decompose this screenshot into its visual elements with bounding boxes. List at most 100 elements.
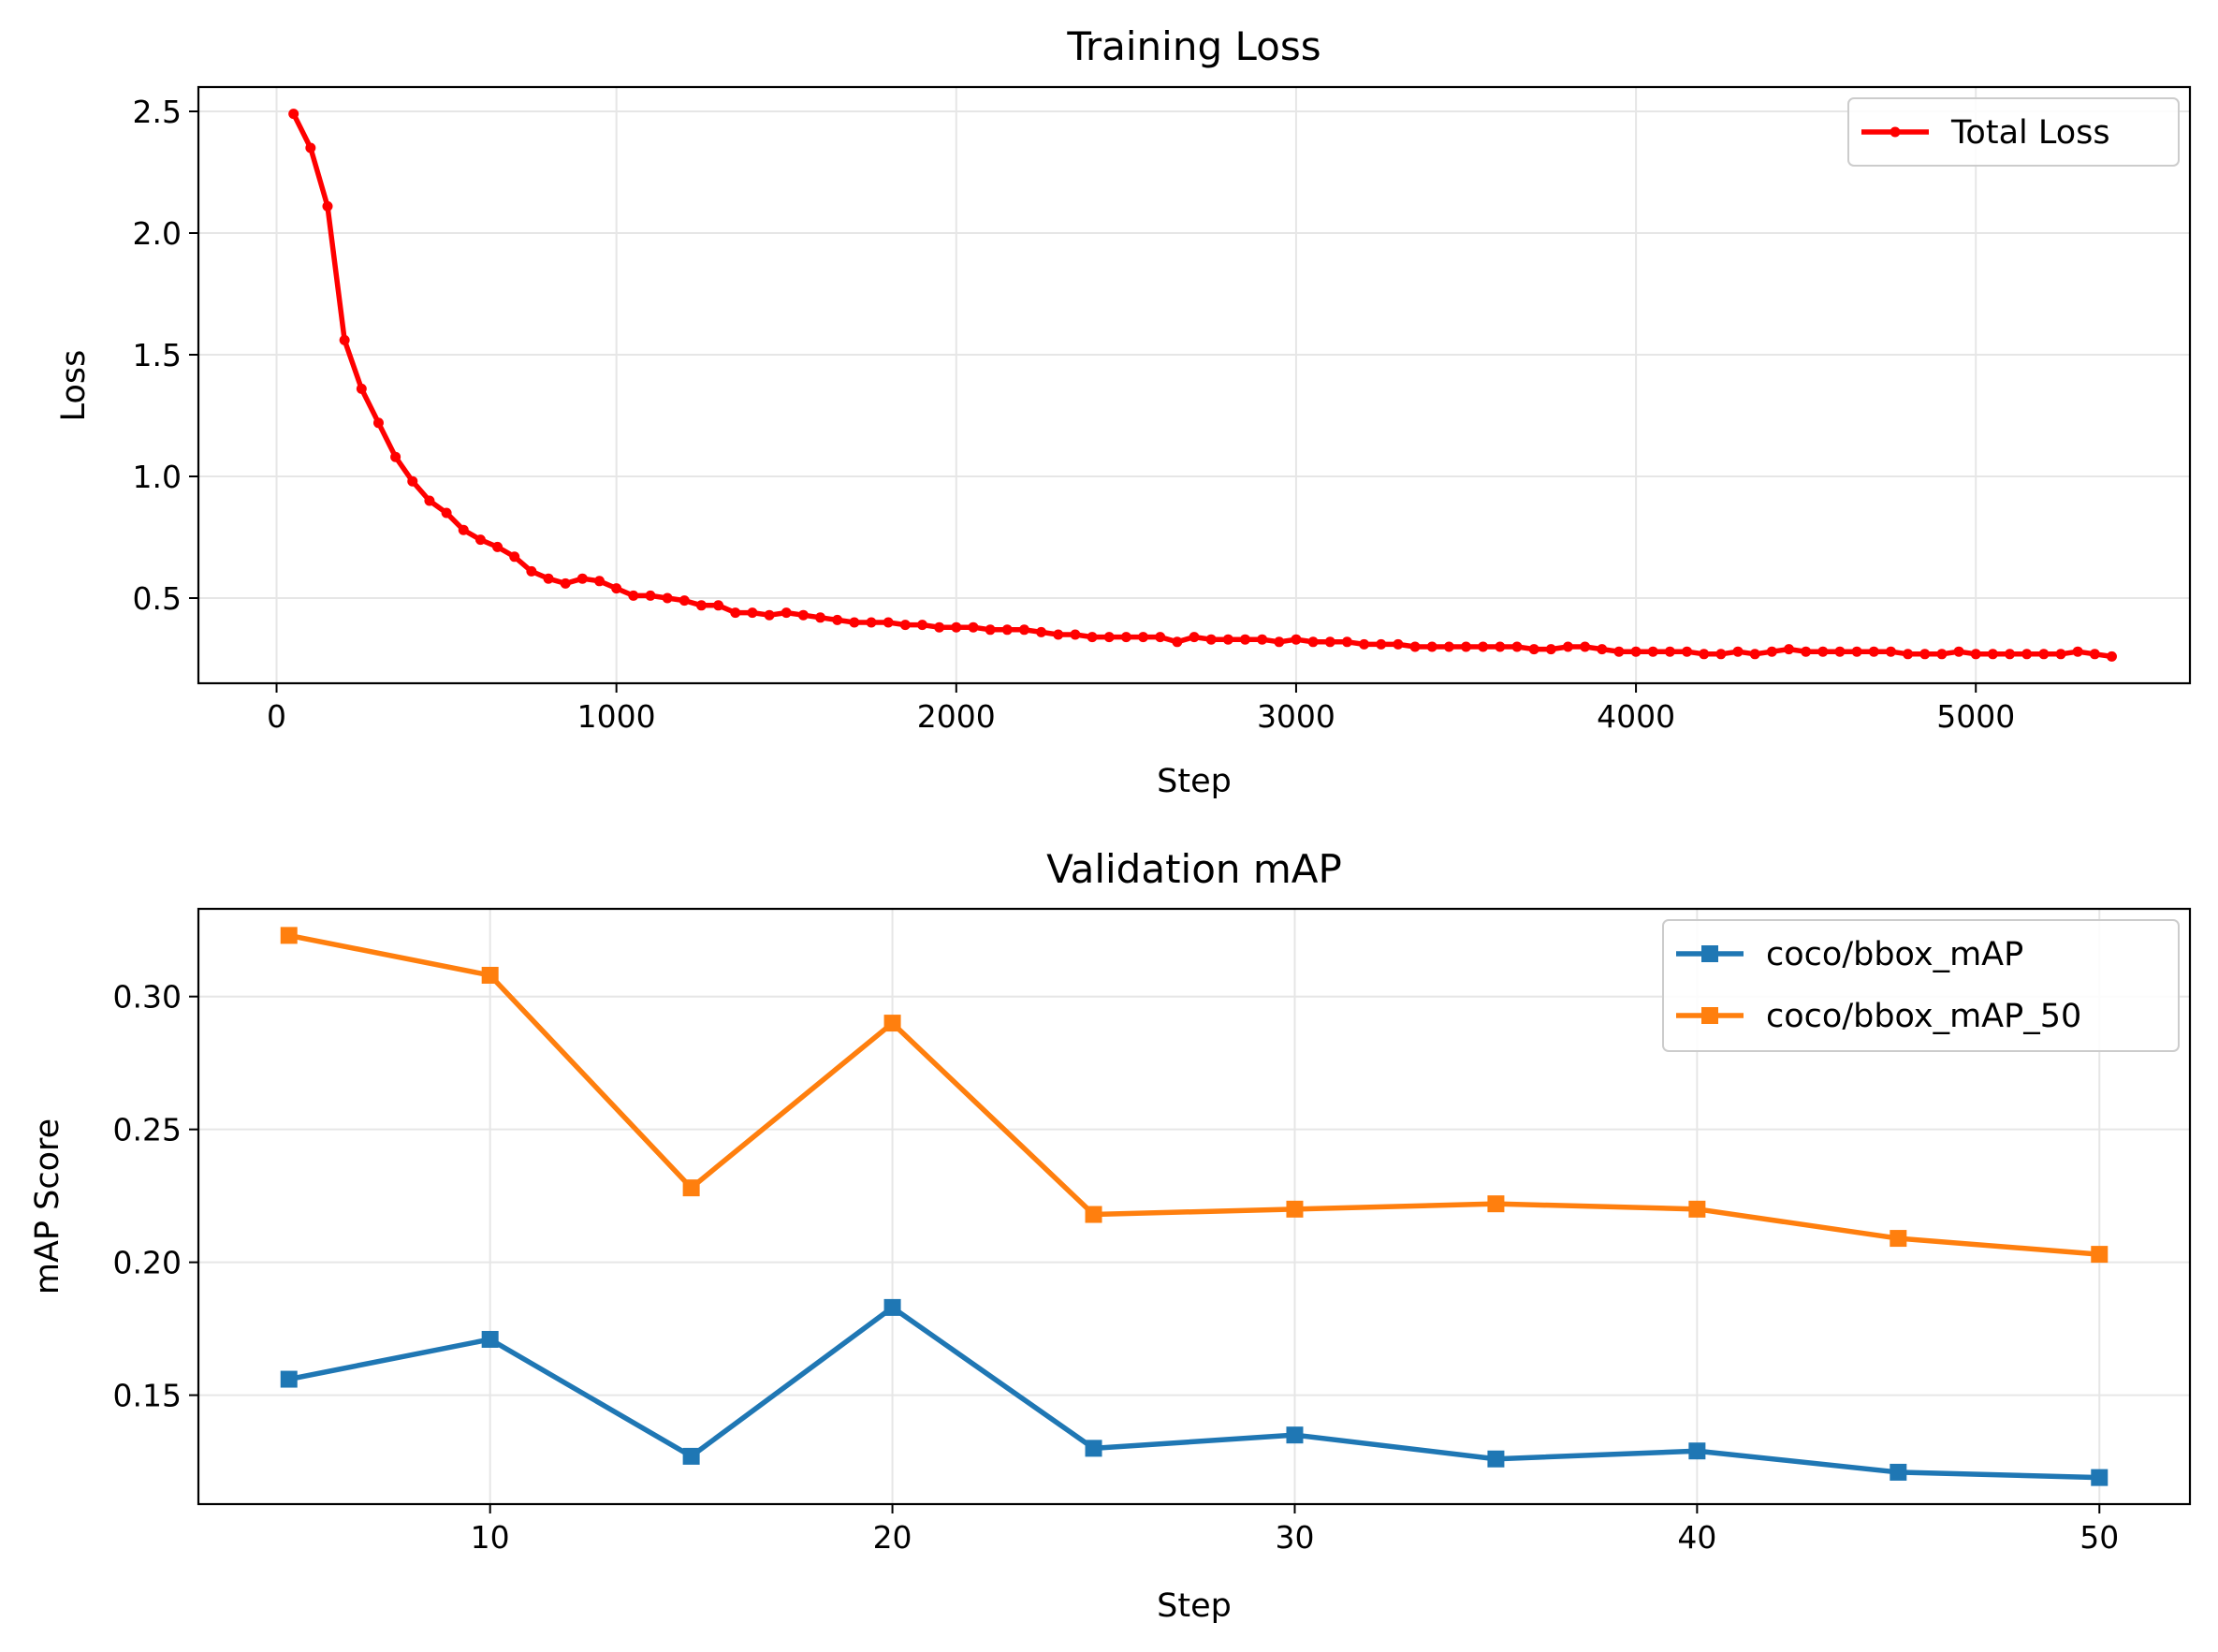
data-point xyxy=(730,607,741,619)
y-axis-label: Loss xyxy=(55,350,93,422)
data-point xyxy=(1222,634,1233,645)
y-tick-label: 0.20 xyxy=(113,1245,182,1281)
data-point xyxy=(883,1015,901,1032)
data-point xyxy=(1155,632,1166,643)
y-tick-label: 1.0 xyxy=(133,459,182,495)
data-point xyxy=(1715,649,1727,660)
data-point xyxy=(645,590,656,601)
data-point xyxy=(1890,1463,1907,1481)
data-point xyxy=(628,590,639,601)
data-point xyxy=(1699,649,1710,660)
data-point xyxy=(1953,646,1964,657)
data-point xyxy=(713,600,724,611)
data-point xyxy=(1189,632,1200,643)
data-point xyxy=(1487,1195,1505,1213)
data-point xyxy=(1239,634,1250,645)
data-point xyxy=(1307,636,1319,648)
data-point xyxy=(1487,1450,1505,1468)
data-point xyxy=(1834,646,1846,657)
data-point xyxy=(1443,641,1454,652)
data-point xyxy=(747,607,758,619)
data-point xyxy=(1291,634,1302,645)
data-point xyxy=(1341,636,1352,648)
data-point xyxy=(1087,632,1098,643)
y-tick-label: 1.5 xyxy=(133,337,182,373)
data-point xyxy=(1001,624,1013,636)
data-point xyxy=(481,966,499,984)
x-tick-label: 10 xyxy=(471,1519,510,1556)
data-point xyxy=(1376,638,1387,650)
data-point xyxy=(474,534,486,546)
data-point xyxy=(1085,1206,1102,1223)
data-point xyxy=(951,621,962,633)
data-point xyxy=(1409,641,1421,652)
data-point xyxy=(682,1179,700,1197)
legend-swatch-marker xyxy=(1701,945,1718,962)
training-loss-chart: Training Loss 0 1000 2000 3000 4000 5000 0.5 1… xyxy=(55,23,2192,800)
data-point xyxy=(526,565,537,577)
x-axis-label: Step xyxy=(1157,1587,1232,1625)
data-point xyxy=(1817,646,1829,657)
data-point xyxy=(543,573,554,584)
data-point xyxy=(679,595,690,607)
data-point xyxy=(407,475,418,487)
y-tick-label: 0.5 xyxy=(133,580,182,617)
data-point xyxy=(2038,649,2050,660)
y-axis-ticks: 0.15 0.20 0.25 0.30 xyxy=(113,979,198,1414)
data-point xyxy=(492,541,503,552)
data-point xyxy=(280,927,298,944)
data-point xyxy=(1885,646,1896,657)
legend-box xyxy=(1847,97,2180,167)
data-point xyxy=(1868,646,1879,657)
data-point xyxy=(1688,1442,1706,1460)
x-tick-label: 20 xyxy=(873,1519,912,1556)
data-point xyxy=(662,592,673,604)
data-point xyxy=(1562,641,1573,652)
data-point xyxy=(695,600,707,611)
legend-label: Total Loss xyxy=(1950,114,2110,152)
plot-frame xyxy=(197,907,2192,1506)
validation-map-chart: Validation mAP 10 20 30 40 50 0.150.200.250.… xyxy=(29,846,2192,1625)
data-point xyxy=(1783,644,1794,655)
data-point xyxy=(781,607,792,619)
data-point xyxy=(1286,1426,1304,1444)
data-point xyxy=(1580,641,1591,652)
data-point xyxy=(441,507,452,519)
data-point xyxy=(1495,641,1506,652)
data-point xyxy=(1545,644,1556,655)
data-point xyxy=(481,1330,499,1348)
data-point xyxy=(458,524,469,535)
x-axis-label: Step xyxy=(1157,763,1232,800)
x-axis-ticks: 0 1000 2000 3000 4000 5000 xyxy=(267,683,2015,735)
data-point xyxy=(934,621,945,633)
data-point xyxy=(1172,636,1183,648)
y-tick-label: 0.15 xyxy=(113,1378,182,1414)
grid xyxy=(198,87,2190,683)
data-point xyxy=(2089,649,2100,660)
data-point xyxy=(424,495,435,506)
plot-frame xyxy=(197,85,2192,685)
data-point xyxy=(1103,632,1115,643)
data-point xyxy=(1682,646,1693,657)
data-point xyxy=(1085,1440,1102,1457)
series-layer xyxy=(288,109,2117,662)
legend-label: coco/bbox_mAP xyxy=(1766,936,2023,973)
chart-title: Training Loss xyxy=(1066,23,1321,69)
data-point xyxy=(509,551,520,563)
data-point xyxy=(322,200,333,212)
data-point xyxy=(611,583,622,594)
data-point xyxy=(1511,641,1523,652)
data-point xyxy=(968,621,979,633)
x-tick-label: 40 xyxy=(1677,1519,1716,1556)
x-tick-label: 3000 xyxy=(1257,698,1335,735)
data-point xyxy=(305,142,316,154)
data-point xyxy=(594,576,606,587)
data-point xyxy=(866,617,877,628)
data-point xyxy=(985,624,996,636)
data-point xyxy=(1890,1230,1907,1248)
data-point xyxy=(832,614,843,625)
data-point xyxy=(849,617,860,628)
data-point xyxy=(1749,649,1760,660)
data-point xyxy=(2072,646,2083,657)
x-tick-label: 1000 xyxy=(577,698,656,735)
